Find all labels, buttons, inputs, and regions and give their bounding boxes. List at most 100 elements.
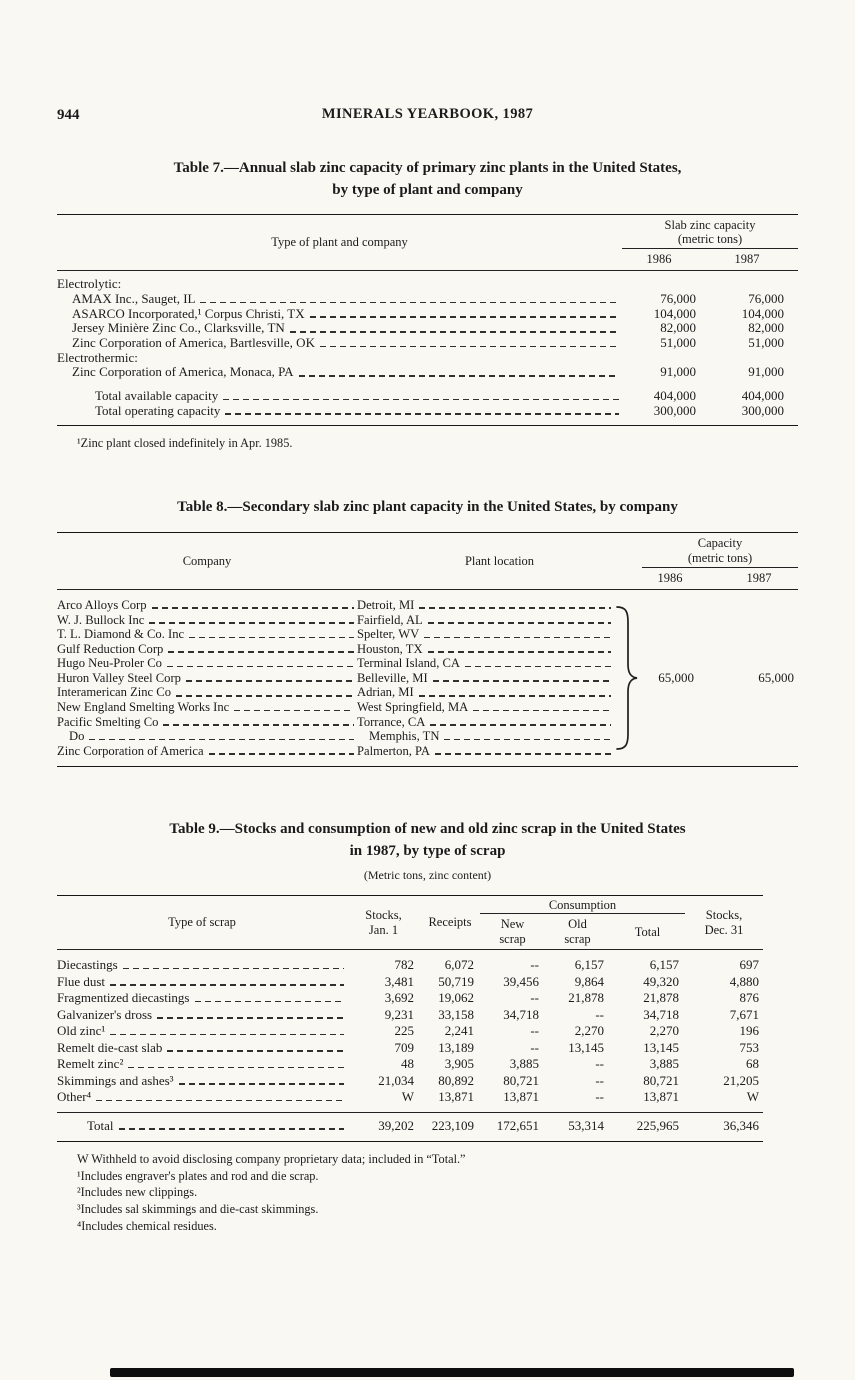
table-row: T. L. Diamond & Co. Inc Spelter, WV bbox=[57, 627, 614, 642]
table-row: AMAX Inc., Sauget, IL 76,000 76,000 bbox=[57, 290, 798, 307]
dash-leader bbox=[149, 622, 354, 624]
plant-location: Terminal Island, CA bbox=[357, 656, 460, 671]
company-name: Zinc Corporation of America bbox=[57, 743, 204, 758]
row-label: Electrothermic: bbox=[57, 349, 138, 365]
table-7-title: Table 7.—Annual slab zinc capacity of pr… bbox=[173, 160, 682, 198]
dash-leader bbox=[176, 694, 354, 697]
stocks-jan-value: 782 bbox=[394, 957, 415, 973]
column-header-1986: 1986 bbox=[657, 570, 683, 585]
new-scrap-value: 39,456 bbox=[503, 973, 539, 989]
dash-leader bbox=[89, 738, 354, 741]
table-row: Flue dust 3,481 50,719 39,456 9,864 49,320 4,8… bbox=[57, 974, 763, 991]
new-scrap-value: 13,871 bbox=[503, 1089, 539, 1105]
table-9: Table 9.—Stocks and consumption of new a… bbox=[57, 819, 798, 1235]
table-8-company-location-list: Arco Alloys Corp Detroit, MI W. J. Bulloc… bbox=[57, 598, 614, 759]
column-header-new-scrap: New scrap bbox=[480, 913, 545, 951]
value-1986: 300,000 bbox=[653, 402, 696, 418]
table-row: Galvanizer's dross 9,231 33,158 34,718 -- 34,… bbox=[57, 1007, 763, 1024]
dash-leader bbox=[309, 316, 619, 318]
total-value: 2,270 bbox=[649, 1023, 679, 1039]
capacity-1986: 65,000 bbox=[658, 670, 694, 686]
horizontal-rule bbox=[57, 766, 798, 768]
plant-location: Belleville, MI bbox=[357, 670, 428, 685]
new-scrap-value: 34,718 bbox=[503, 1006, 539, 1022]
stocks-dec-value: 876 bbox=[739, 990, 760, 1006]
new-scrap-value: -- bbox=[530, 957, 539, 973]
new-scrap-value: -- bbox=[530, 1039, 539, 1055]
total-value: 34,718 bbox=[643, 1006, 679, 1022]
row-label: Other⁴ bbox=[57, 1089, 92, 1105]
dash-leader bbox=[151, 607, 354, 609]
company-name: Pacific Smelting Co bbox=[57, 714, 159, 729]
footnote: ³Includes sal skimmings and die-cast ski… bbox=[77, 1202, 319, 1217]
row-label: Jersey Minière Zinc Co., Clarksville, TN bbox=[72, 320, 285, 336]
plant-location: Palmerton, PA bbox=[357, 743, 431, 758]
table-row: Zinc Corporation of America, Monaca, PA 9… bbox=[57, 365, 798, 380]
table-row: New England Smelting Works Inc West Sprin… bbox=[57, 700, 614, 715]
table-9-header: Type of scrap Stocks, Jan. 1 Receipts Co… bbox=[57, 895, 763, 951]
old-scrap-value: -- bbox=[595, 1006, 604, 1022]
stocks-dec-value: 196 bbox=[739, 1023, 760, 1039]
running-header: MINERALS YEARBOOK, 1987 bbox=[321, 106, 534, 122]
dash-leader bbox=[432, 680, 611, 682]
receipts-value: 13,189 bbox=[438, 1039, 474, 1055]
company-name: Gulf Reduction Corp bbox=[57, 641, 164, 656]
row-label: Diecastings bbox=[57, 957, 118, 973]
row-label: Total bbox=[87, 1117, 114, 1133]
old-scrap-value: 6,157 bbox=[574, 957, 604, 973]
table-row: Fragmentized diecastings 3,692 19,062 -- 21,… bbox=[57, 990, 763, 1007]
page-number: 944 bbox=[57, 107, 80, 123]
receipts-value: 6,072 bbox=[444, 957, 474, 973]
table-row: Huron Valley Steel Corp Belleville, MI bbox=[57, 671, 614, 686]
row-label: Old zinc¹ bbox=[57, 1023, 106, 1039]
dash-leader bbox=[163, 724, 354, 726]
dash-leader bbox=[110, 984, 344, 986]
old-scrap-value: 13,145 bbox=[568, 1039, 604, 1055]
table-row: Interamerican Zinc Co Adrian, MI bbox=[57, 685, 614, 700]
plant-location: Detroit, MI bbox=[357, 597, 415, 612]
dash-leader bbox=[185, 680, 354, 682]
dash-leader bbox=[465, 665, 611, 668]
dash-leader bbox=[166, 665, 354, 668]
new-scrap-value: 3,885 bbox=[509, 1056, 539, 1072]
dash-leader bbox=[225, 413, 619, 415]
table-8: Table 8.—Secondary slab zinc plant capac… bbox=[57, 497, 798, 768]
old-scrap-value: 21,878 bbox=[568, 990, 604, 1006]
plant-location: Memphis, TN bbox=[369, 729, 440, 744]
dash-leader bbox=[435, 753, 611, 755]
table-row: Jersey Minière Zinc Co., Clarksville, TN… bbox=[57, 321, 798, 336]
table-row: W. J. Bullock Inc Fairfield, AL bbox=[57, 613, 614, 628]
new-scrap-value: -- bbox=[530, 1023, 539, 1039]
dash-leader bbox=[167, 1050, 344, 1052]
company-name: Huron Valley Steel Corp bbox=[57, 670, 181, 685]
column-header-receipts: Receipts bbox=[420, 895, 480, 951]
dash-leader bbox=[298, 374, 619, 377]
stocks-jan-value: 3,692 bbox=[384, 990, 414, 1006]
stocks-jan-value: 39,202 bbox=[347, 1111, 420, 1142]
grouping-brace bbox=[614, 598, 642, 759]
dash-leader bbox=[234, 709, 354, 712]
old-scrap-value: -- bbox=[595, 1056, 604, 1072]
new-scrap-value: 80,721 bbox=[503, 1072, 539, 1088]
company-name: T. L. Diamond & Co. Inc bbox=[57, 627, 185, 642]
table-row: Zinc Corporation of America Palmerton, PA bbox=[57, 744, 614, 759]
table-row: Arco Alloys Corp Detroit, MI bbox=[57, 598, 614, 613]
stocks-jan-value: W bbox=[401, 1089, 414, 1105]
column-group-capacity: Capacity (metric tons) 1986 1987 bbox=[642, 533, 798, 589]
value-1986: 104,000 bbox=[653, 305, 696, 321]
table-8-body: Company Plant location Capacity (metric … bbox=[57, 532, 798, 768]
row-label: Skimmings and ashes³ bbox=[57, 1072, 174, 1088]
row-label: ASARCO Incorporated,¹ Corpus Christi, TX bbox=[72, 305, 305, 321]
value-1987: 76,000 bbox=[748, 290, 784, 306]
table-total-row: Total 39,202 223,109 172,651 53,314 225,965 36… bbox=[57, 1111, 763, 1142]
dash-leader bbox=[200, 301, 619, 304]
table-7: Table 7.—Annual slab zinc capacity of pr… bbox=[57, 158, 798, 452]
total-value: 6,157 bbox=[649, 957, 679, 973]
column-header-1987: 1987 bbox=[734, 252, 760, 267]
year-headers: 1986 1987 bbox=[622, 249, 798, 270]
row-label: Remelt die-cast slab bbox=[57, 1039, 163, 1055]
receipts-value: 13,871 bbox=[438, 1089, 474, 1105]
total-value: 49,320 bbox=[643, 973, 679, 989]
column-header-type-of-scrap: Type of scrap bbox=[57, 895, 347, 951]
page-header: 944 MINERALS YEARBOOK, 1987 bbox=[57, 106, 798, 128]
